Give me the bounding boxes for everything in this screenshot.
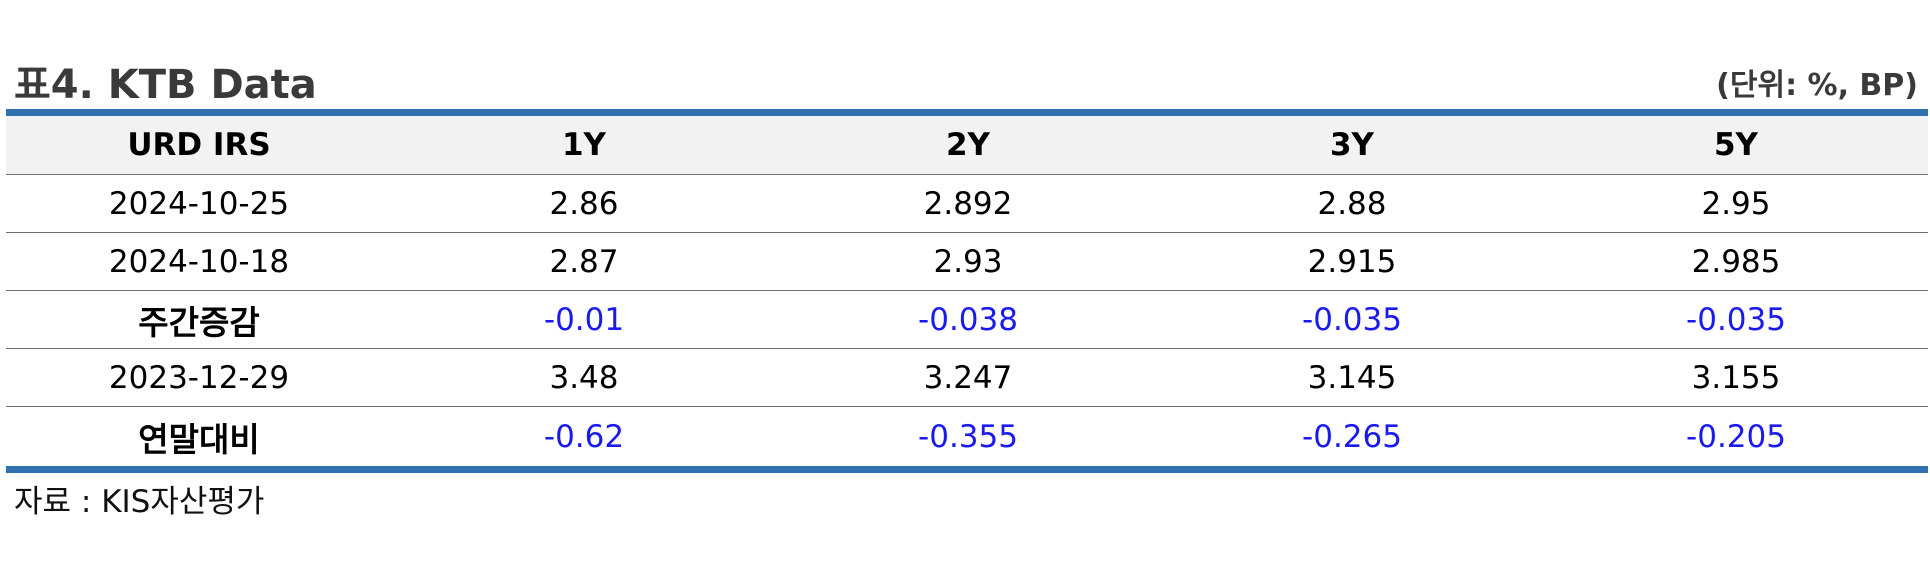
- row-label: 2023-12-29: [108, 359, 290, 396]
- row-label: 주간증감: [138, 302, 260, 342]
- table-cell: 3.48: [549, 359, 619, 396]
- change-cell: -0.035: [1302, 301, 1402, 338]
- table-cell: 2.88: [1317, 185, 1387, 222]
- table-cell: 3.247: [923, 359, 1013, 396]
- header-cell-1y: 1Y: [561, 127, 607, 163]
- row-label: 2024-10-18: [108, 243, 290, 280]
- table-cell: 2.95: [1701, 185, 1771, 222]
- row-label: 연말대비: [138, 419, 260, 459]
- change-cell: -0.265: [1302, 418, 1402, 455]
- header-cell-urd-irs: URD IRS: [127, 127, 271, 163]
- table-row-ytd-change: 연말대비 -0.62 -0.355 -0.265 -0.205: [6, 407, 1928, 466]
- ktb-data-table: URD IRS 1Y 2Y 3Y 5Y 2024-10-25 2.86 2.89…: [6, 109, 1928, 473]
- table-title: 표4. KTB Data: [14, 62, 317, 108]
- change-cell: -0.038: [918, 301, 1018, 338]
- change-cell: -0.205: [1686, 418, 1786, 455]
- source-note: 자료 : KIS자산평가: [14, 484, 265, 520]
- table-cell: 2.87: [549, 243, 619, 280]
- unit-note: (단위: %, BP): [1716, 68, 1918, 103]
- table-cell: 2.892: [923, 185, 1013, 222]
- table-cell: 2.985: [1691, 243, 1781, 280]
- table-cell: 3.145: [1307, 359, 1397, 396]
- table-cell: 3.155: [1691, 359, 1781, 396]
- table-row-weekly-change: 주간증감 -0.01 -0.038 -0.035 -0.035: [6, 291, 1928, 349]
- header-cell-5y: 5Y: [1713, 127, 1759, 163]
- row-label: 2024-10-25: [108, 185, 290, 222]
- table-header-row: URD IRS 1Y 2Y 3Y 5Y: [6, 116, 1928, 175]
- table-row: 2023-12-29 3.48 3.247 3.145 3.155: [6, 349, 1928, 407]
- change-cell: -0.62: [543, 418, 625, 455]
- header-cell-2y: 2Y: [945, 127, 991, 163]
- table-row: 2024-10-25 2.86 2.892 2.88 2.95: [6, 175, 1928, 233]
- table-cell: 2.915: [1307, 243, 1397, 280]
- change-cell: -0.035: [1686, 301, 1786, 338]
- header-cell-3y: 3Y: [1329, 127, 1375, 163]
- table-cell: 2.86: [549, 185, 619, 222]
- table-cell: 2.93: [933, 243, 1003, 280]
- change-cell: -0.355: [918, 418, 1018, 455]
- change-cell: -0.01: [543, 301, 625, 338]
- table-row: 2024-10-18 2.87 2.93 2.915 2.985: [6, 233, 1928, 291]
